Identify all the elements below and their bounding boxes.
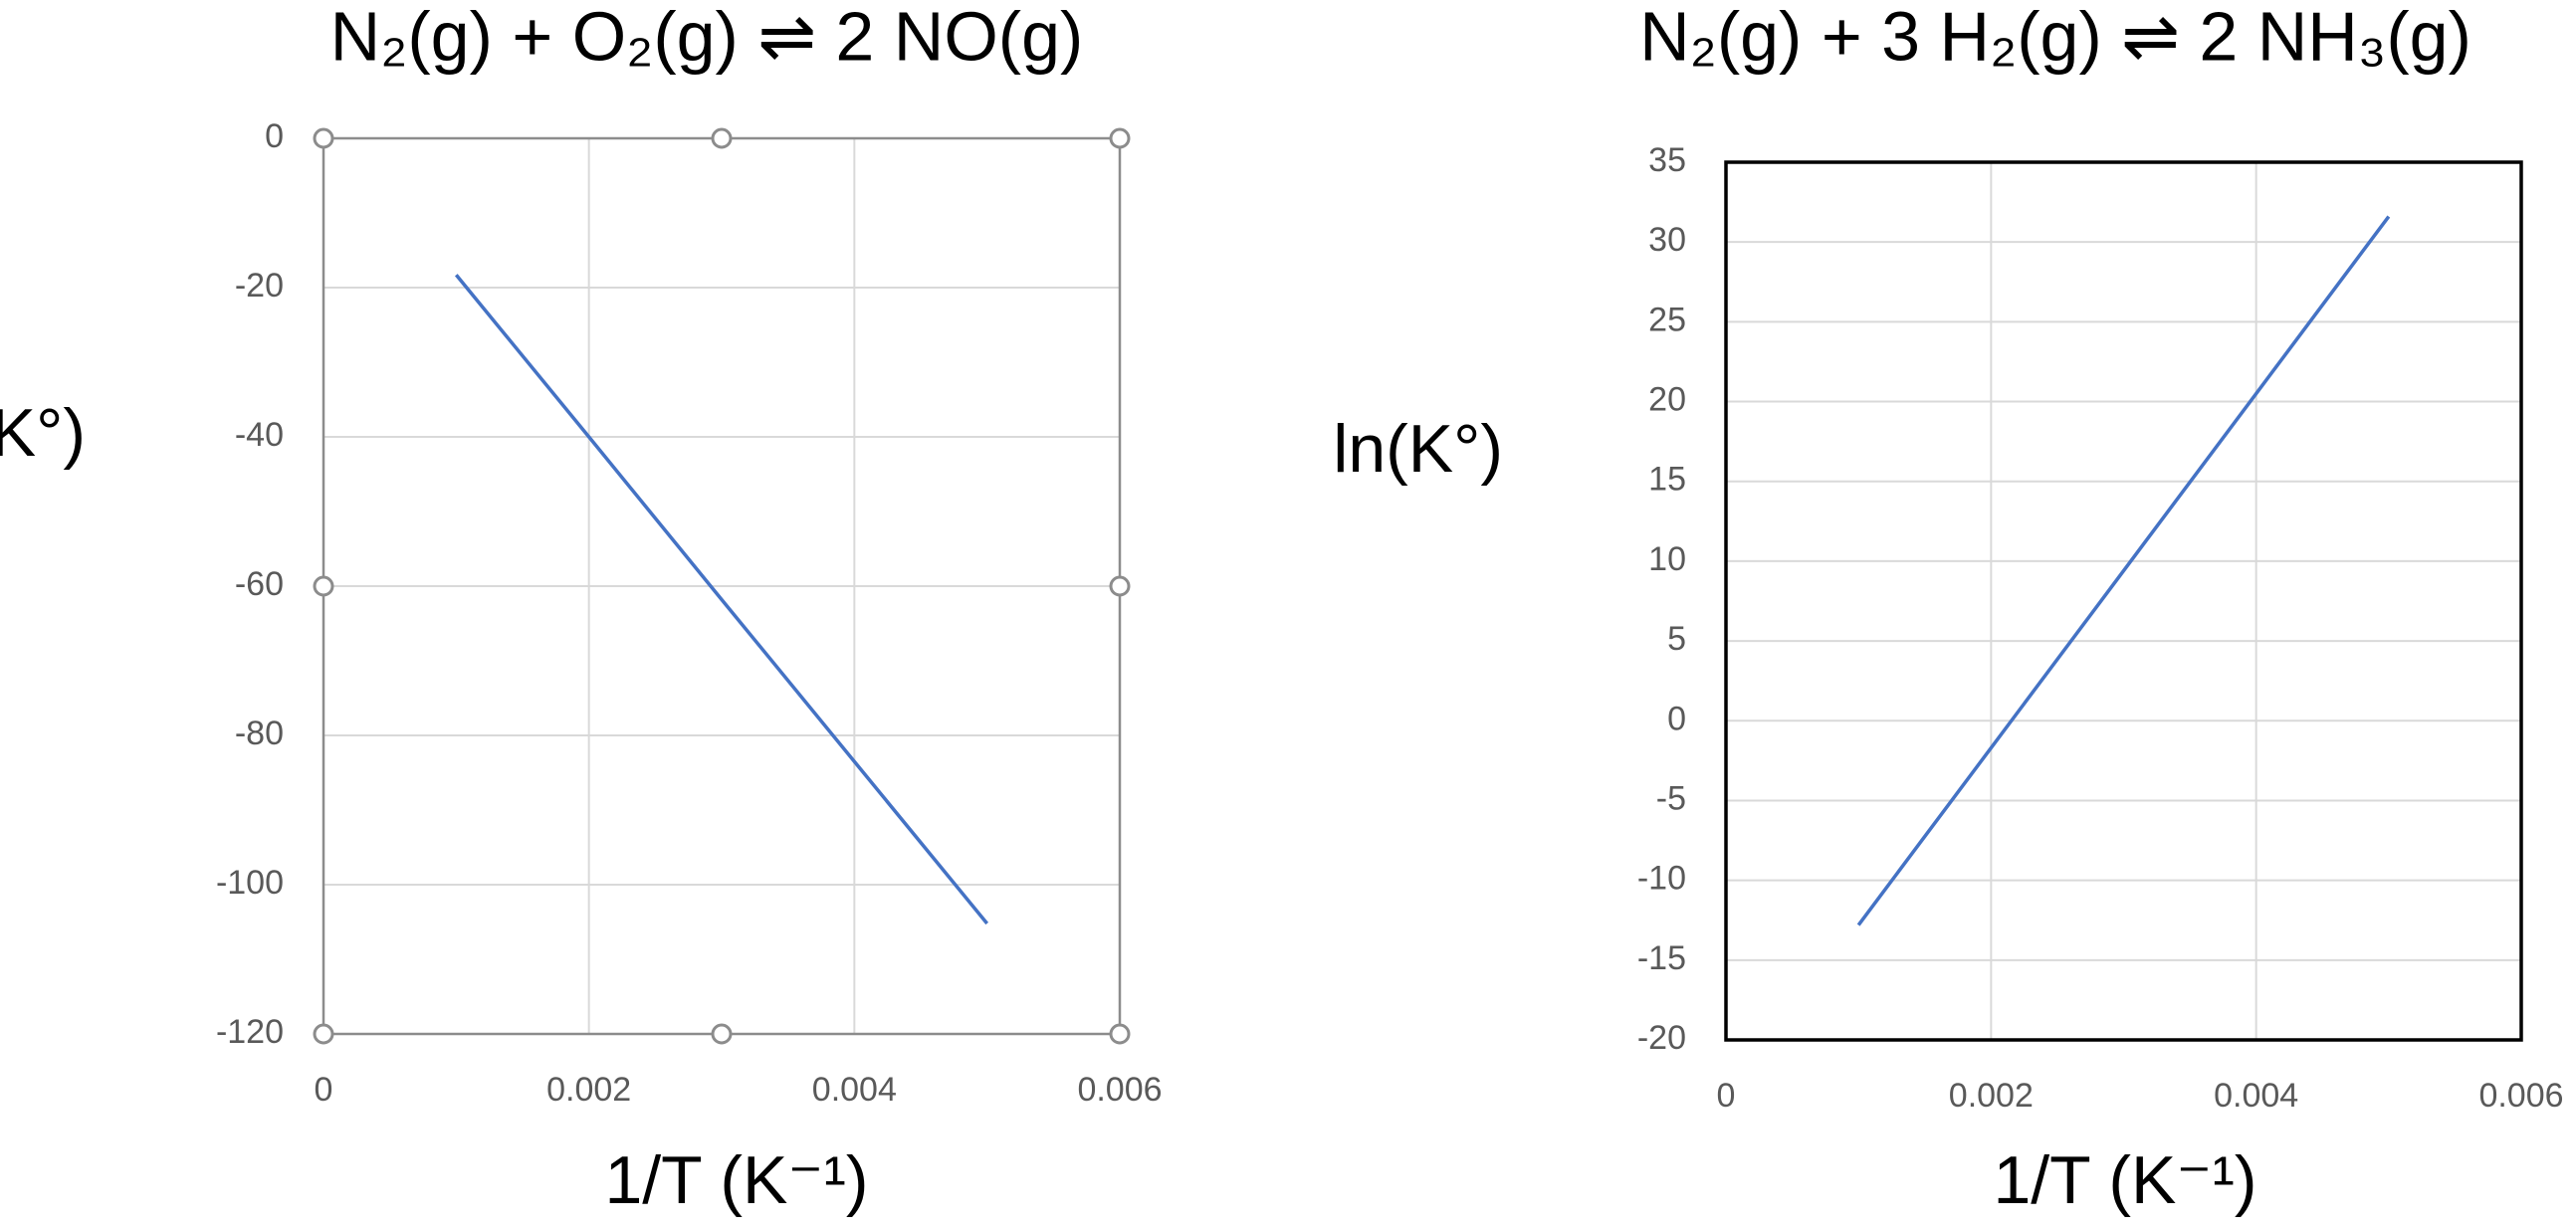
y-tick-label: 25	[1648, 301, 1686, 338]
y-tick-label: -20	[235, 267, 284, 305]
selection-handle	[711, 1023, 733, 1045]
selection-handle	[1109, 1023, 1131, 1045]
x-tick-label: 0.002	[1949, 1077, 2034, 1115]
x-tick-label: 0.006	[2478, 1077, 2563, 1115]
y-tick-label: -15	[1637, 939, 1686, 977]
x-tick-label: 0.002	[546, 1071, 631, 1109]
y-tick-label: 20	[1648, 381, 1686, 419]
data-line	[1856, 215, 2391, 926]
data-line	[454, 274, 989, 925]
selection-handle	[313, 575, 334, 597]
chart-title: N₂(g) + 3 H₂(g) ⇌ 2 NH₃(g)	[1639, 0, 2471, 75]
x-tick-label: 0.006	[1077, 1071, 1162, 1109]
selection-handle	[313, 1023, 334, 1045]
selection-handle	[313, 127, 334, 149]
y-tick-label: -20	[1637, 1019, 1686, 1057]
x-tick-label: 0.004	[812, 1071, 897, 1109]
x-tick-label: 0.004	[2214, 1077, 2298, 1115]
selection-handle	[711, 127, 733, 149]
y-tick-label: 0	[1667, 700, 1686, 737]
y-tick-label: -10	[1637, 860, 1686, 898]
y-tick-label: -40	[235, 416, 284, 454]
selection-handle	[1109, 575, 1131, 597]
y-tick-label: 35	[1648, 141, 1686, 179]
chart-title: N₂(g) + O₂(g) ⇌ 2 NO(g)	[330, 0, 1084, 75]
plot-border	[1724, 160, 2523, 1042]
x-tick-label: 0	[1717, 1077, 1736, 1115]
y-tick-label: -120	[216, 1013, 284, 1051]
y-tick-label: 5	[1667, 620, 1686, 658]
selection-handle	[1109, 127, 1131, 149]
y-tick-label: -5	[1656, 779, 1686, 817]
x-axis-label: 1/T (K⁻¹)	[604, 1142, 868, 1218]
y-tick-label: 30	[1648, 221, 1686, 259]
y-tick-label: -60	[235, 565, 284, 603]
y-axis-label: ln(K°)	[0, 395, 86, 471]
y-tick-label: -80	[235, 715, 284, 752]
y-tick-label: -100	[216, 864, 284, 902]
y-tick-label: 15	[1648, 461, 1686, 499]
y-axis-label: ln(K°)	[1333, 411, 1503, 487]
x-tick-label: 0	[315, 1071, 333, 1109]
y-tick-label: 10	[1648, 540, 1686, 578]
y-tick-label: 0	[265, 117, 284, 155]
x-axis-label: 1/T (K⁻¹)	[1993, 1142, 2256, 1218]
